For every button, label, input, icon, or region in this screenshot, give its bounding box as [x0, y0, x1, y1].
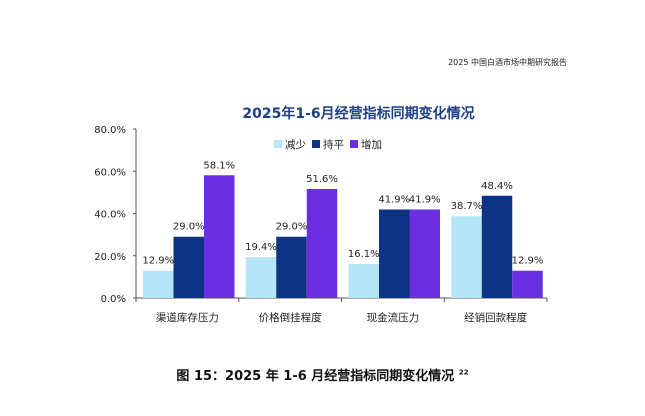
- bar-2: [173, 236, 204, 298]
- y-tick-label: 0.0%: [101, 294, 126, 305]
- legend-label: 持平: [323, 138, 344, 151]
- y-tick-label: 80.0%: [94, 125, 126, 136]
- legend-swatch: [350, 140, 358, 148]
- y-tick-label: 60.0%: [94, 167, 126, 178]
- bar-1: [348, 263, 379, 298]
- bar-2: [481, 195, 513, 298]
- data-label: 58.1%: [203, 160, 235, 171]
- data-label: 51.6%: [306, 174, 338, 185]
- figure-caption: 图 15：2025 年 1-6 月经营指标同期变化情况 22: [0, 365, 645, 384]
- bar-3: [512, 270, 543, 298]
- bar-1: [451, 216, 482, 298]
- data-label: 29.0%: [276, 222, 308, 233]
- footnote-ref: 22: [458, 368, 469, 377]
- bar-3: [409, 209, 440, 298]
- bar-1: [143, 270, 174, 298]
- x-category-label: 经销回款程度: [464, 311, 527, 324]
- legend-label: 减少: [285, 139, 306, 151]
- data-label: 12.9%: [512, 256, 544, 267]
- bar-3: [204, 175, 235, 298]
- data-label: 16.1%: [348, 249, 380, 260]
- report-header: 2025 中国白酒市场中期研究报告: [448, 58, 567, 67]
- bar-2: [379, 209, 410, 298]
- x-category-label: 价格倒挂程度: [259, 311, 322, 324]
- x-category-label: 渠道库存压力: [156, 311, 219, 324]
- data-label: 48.4%: [481, 181, 513, 192]
- legend-swatch: [274, 140, 282, 148]
- data-label: 12.9%: [142, 256, 174, 267]
- legend-label: 增加: [361, 138, 382, 151]
- caption-text: 图 15：2025 年 1-6 月经营指标同期变化情况: [176, 369, 455, 384]
- data-label: 19.4%: [245, 242, 277, 253]
- bar-3: [306, 188, 338, 298]
- data-label: 41.9%: [378, 194, 410, 205]
- data-label: 38.7%: [451, 201, 483, 212]
- y-tick-label: 20.0%: [94, 252, 126, 263]
- y-tick-label: 40.0%: [94, 210, 126, 221]
- data-label: 41.9%: [409, 194, 441, 205]
- chart-title: 2025年1-6月经营指标同期变化情况: [242, 105, 474, 122]
- data-label: 29.0%: [173, 222, 205, 233]
- legend-swatch: [312, 140, 320, 148]
- bar-2: [276, 236, 307, 298]
- x-category-label: 现金流压力: [367, 311, 420, 324]
- bar-1: [245, 257, 277, 298]
